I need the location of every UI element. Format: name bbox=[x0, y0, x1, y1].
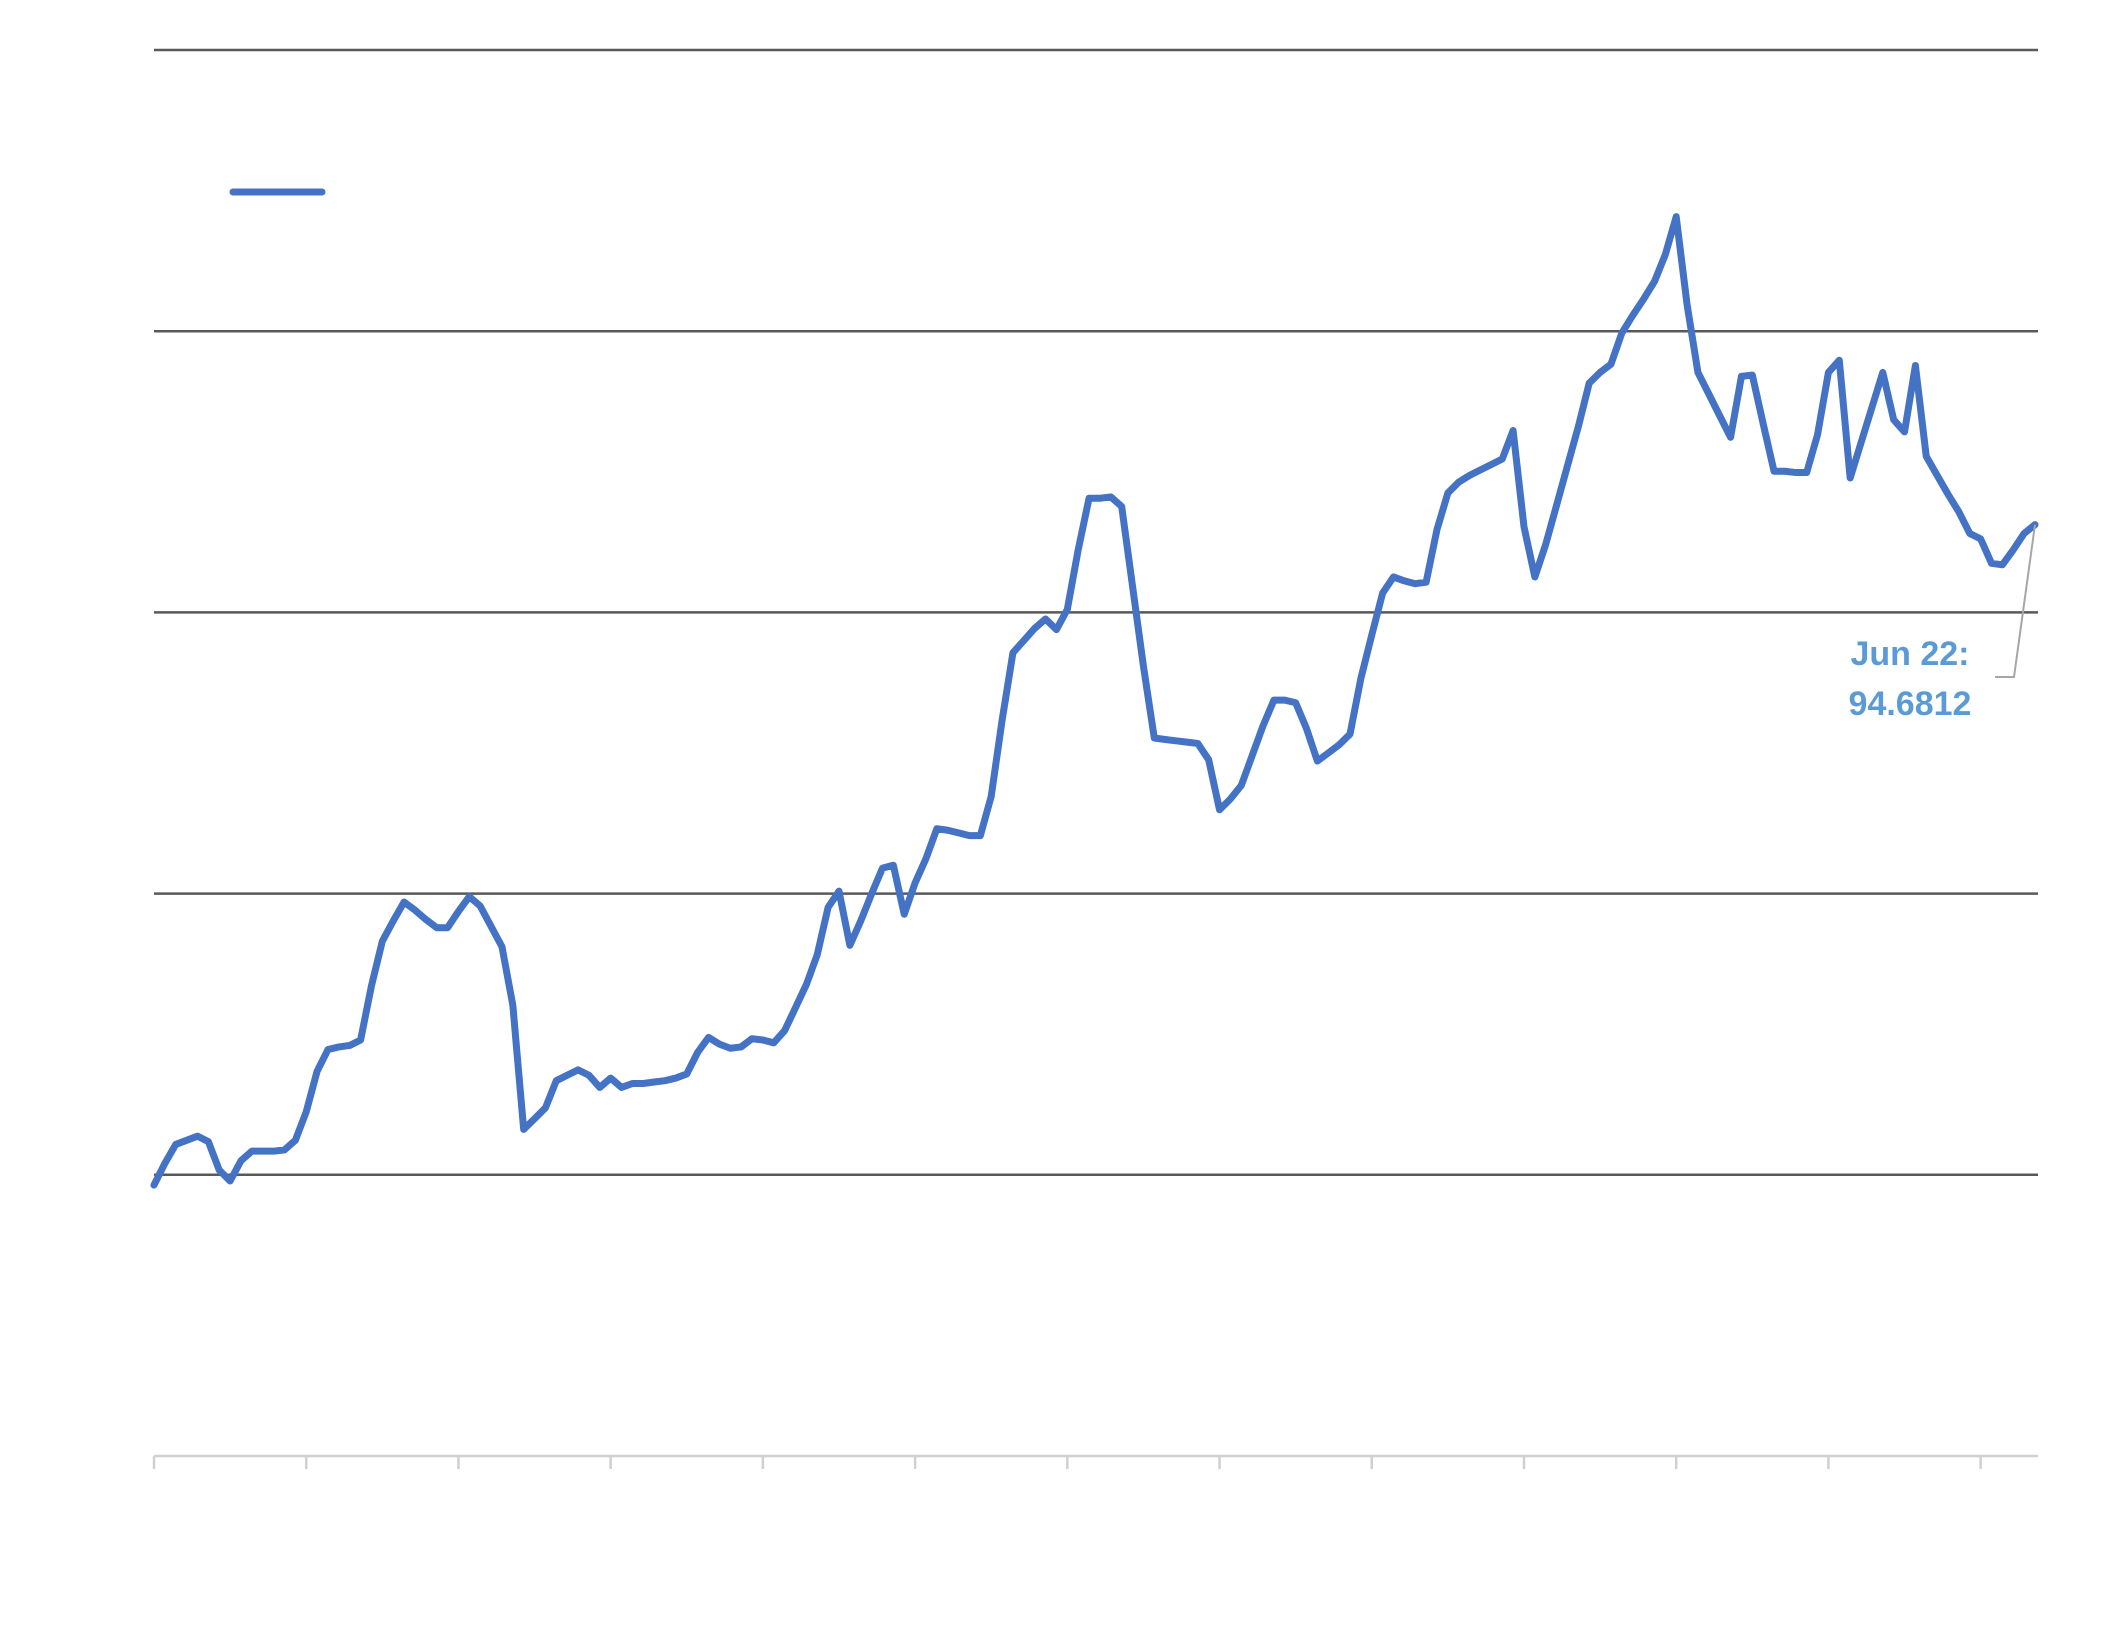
annotation-value: 94.6812 bbox=[1849, 685, 1972, 723]
data-line bbox=[150, 213, 2039, 1189]
annotation-label: Jun 22: bbox=[1850, 635, 1969, 673]
annotation-leader bbox=[1995, 524, 2036, 678]
